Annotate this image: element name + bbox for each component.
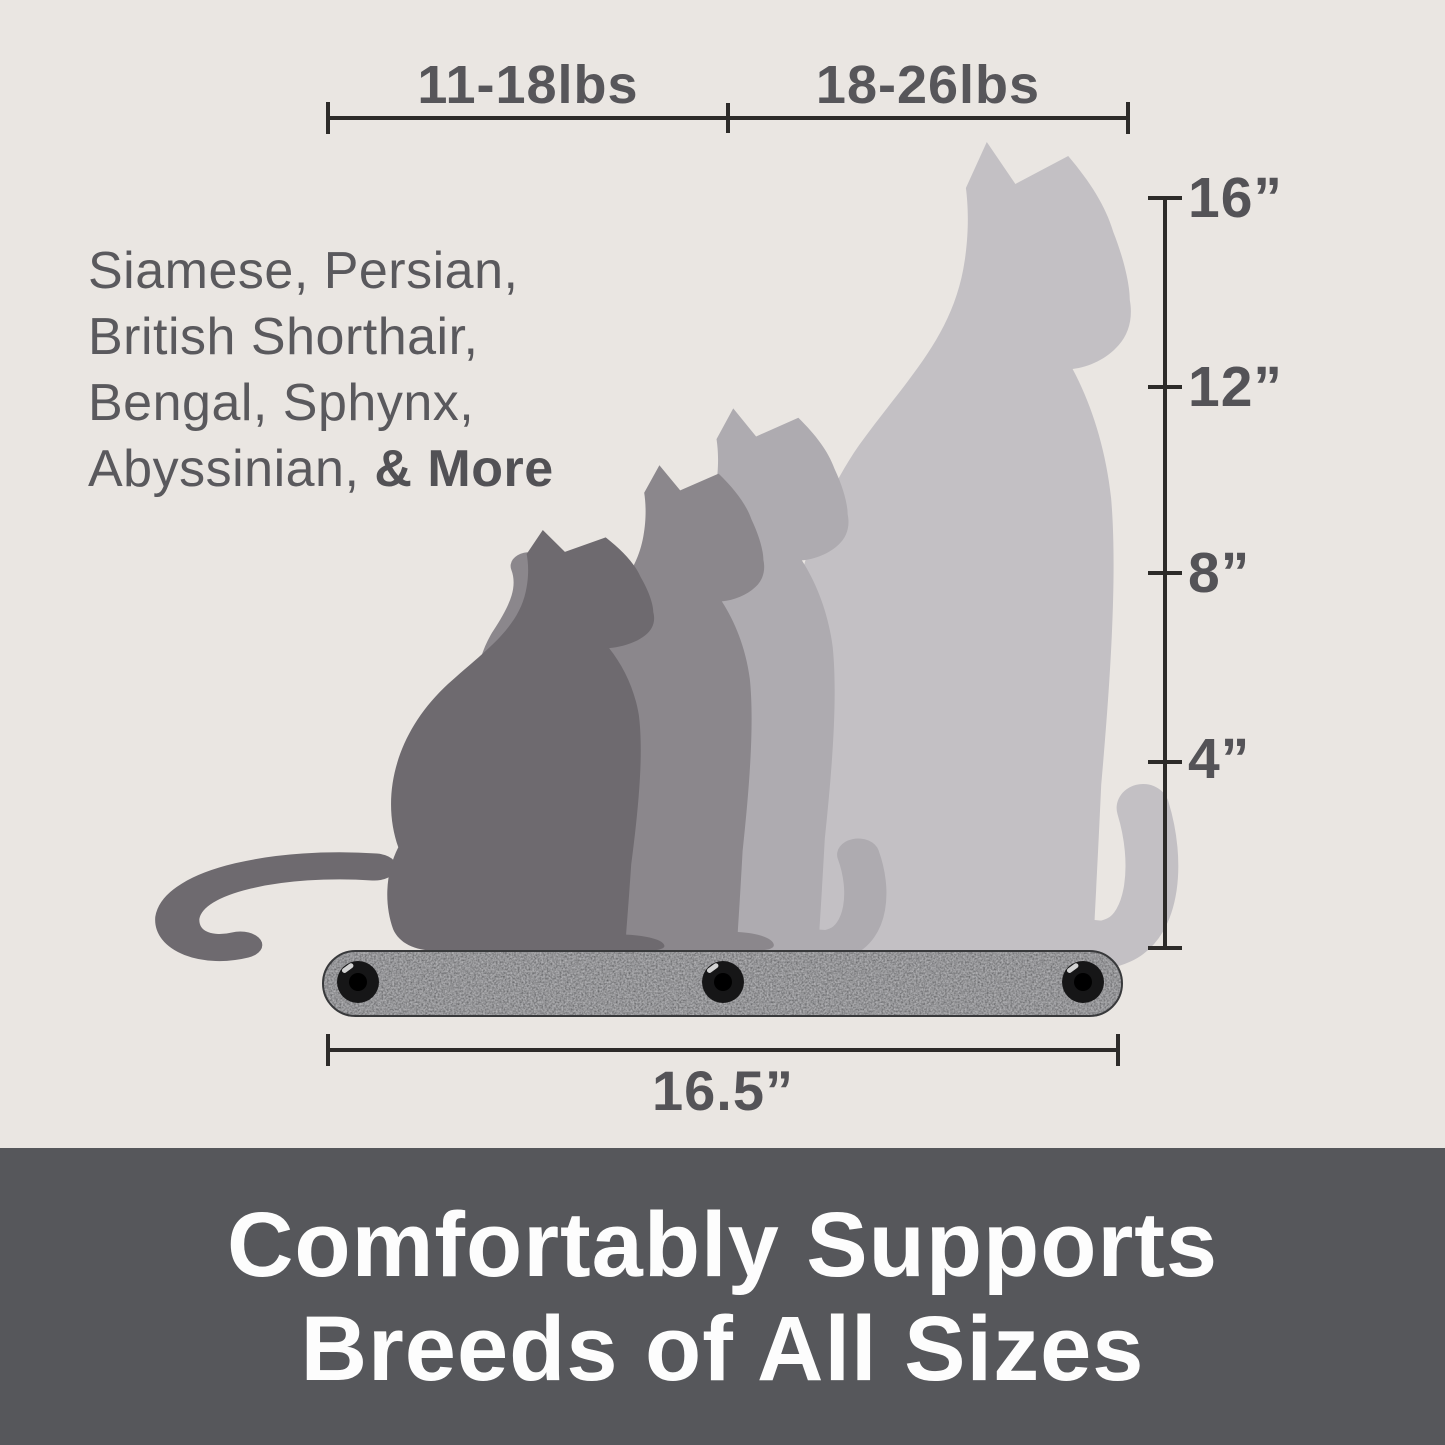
ruler-label-4in: 4” bbox=[1188, 727, 1251, 791]
cat-small-body bbox=[387, 530, 665, 951]
height-ruler-line bbox=[1148, 196, 1182, 950]
shelf-screw-left bbox=[337, 961, 379, 1003]
felt-shelf-edge bbox=[322, 950, 1123, 1017]
caption-line-2: Breeds of All Sizes bbox=[300, 1297, 1145, 1400]
caption-line-1: Comfortably Supports bbox=[226, 1193, 1219, 1296]
breed-line-4: Abyssinian, & More bbox=[88, 436, 648, 502]
felt-shelf bbox=[322, 950, 1123, 1017]
weight-range-label-left: 11-18lbs bbox=[417, 55, 639, 115]
cat-silhouette-small bbox=[155, 530, 665, 962]
ruler-label-16in: 16” bbox=[1188, 166, 1283, 230]
ruler-label-12in: 12” bbox=[1188, 355, 1283, 419]
breed-line-1: Siamese, Persian, bbox=[88, 242, 519, 300]
shelf-screw-center bbox=[702, 961, 744, 1003]
weight-range-label-right: 18-26lbs bbox=[815, 55, 1041, 115]
breed-line-4-bold: & More bbox=[374, 440, 554, 498]
cat-small-tail bbox=[155, 852, 397, 962]
breed-line-2: British Shorthair, bbox=[88, 308, 479, 366]
caption-banner: Comfortably Supports Breeds of All Sizes bbox=[0, 1148, 1445, 1445]
breed-line-4-regular: Abyssinian, bbox=[88, 440, 375, 498]
breed-list-text: Siamese, Persian, British Shorthair, Ben… bbox=[88, 238, 648, 502]
ruler-label-8in: 8” bbox=[1188, 541, 1251, 605]
breed-line-3: Bengal, Sphynx, bbox=[88, 374, 475, 432]
top-weight-scale-line bbox=[326, 102, 1130, 134]
shelf-width-label: 16.5” bbox=[652, 1059, 794, 1122]
shelf-screw-right bbox=[1062, 961, 1104, 1003]
shelf-width-dimension-line bbox=[326, 1034, 1120, 1066]
cat-xlarge-body bbox=[785, 142, 1145, 951]
cat-silhouette-xlarge bbox=[785, 142, 1179, 973]
